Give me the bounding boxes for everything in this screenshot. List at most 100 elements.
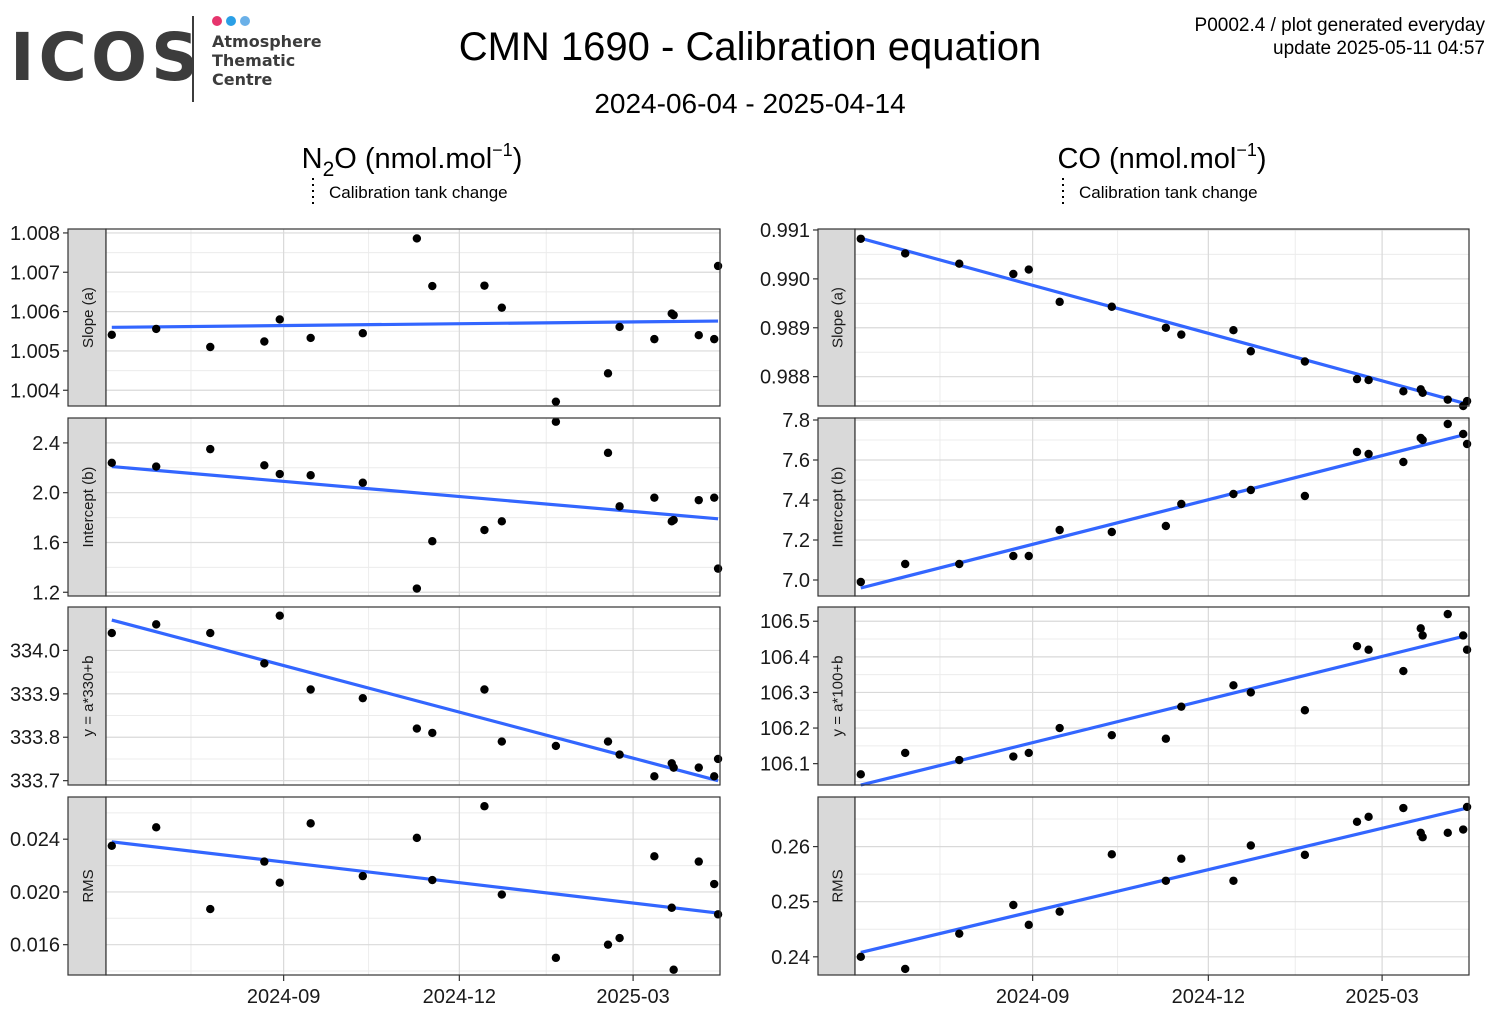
logo-dot — [212, 16, 222, 26]
data-point — [669, 310, 678, 320]
data-point — [1462, 439, 1472, 449]
data-point — [669, 965, 678, 974]
panel-strip — [817, 796, 856, 976]
y-tick-label: 1.005 — [10, 341, 60, 363]
data-point — [412, 584, 422, 593]
data-point — [428, 537, 437, 546]
data-point — [1177, 499, 1186, 509]
data-point — [1443, 419, 1452, 429]
panel-background — [106, 797, 720, 975]
data-point — [358, 693, 367, 703]
x-tick-label: 2024-09 — [247, 986, 320, 1008]
data-point — [1418, 833, 1427, 842]
logo-wordmark: ICOS — [10, 19, 203, 96]
data-point — [1459, 429, 1468, 439]
data-point — [107, 458, 116, 468]
data-point — [1107, 730, 1116, 740]
data-point — [1246, 688, 1256, 697]
data-point — [856, 770, 865, 779]
data-point — [1443, 609, 1452, 619]
data-point — [603, 737, 613, 746]
data-point — [480, 802, 489, 811]
panel-strip-label: Intercept (b) — [80, 467, 97, 548]
data-point — [1462, 802, 1472, 812]
data-point — [1246, 485, 1256, 495]
y-tick-label: 333.8 — [10, 727, 60, 749]
data-point — [955, 259, 964, 268]
data-point — [412, 833, 422, 843]
panel-border — [105, 228, 721, 407]
data-point — [551, 417, 561, 426]
data-point — [1055, 723, 1064, 733]
y-tick-label: 2.4 — [32, 433, 60, 455]
data-point — [1443, 828, 1452, 838]
page-title: CMN 1690 - Calibration equation — [458, 25, 1042, 69]
data-point — [856, 577, 865, 587]
data-point — [1462, 645, 1472, 654]
data-point — [275, 315, 284, 324]
y-tick-label: 1.006 — [10, 302, 60, 324]
regression-line — [111, 840, 719, 915]
data-point — [480, 525, 489, 535]
panel-border — [105, 417, 721, 597]
data-point — [1107, 527, 1116, 537]
title-part: CO (nmol.mol — [1057, 143, 1236, 175]
y-tick-label: 7.6 — [782, 450, 810, 472]
panel-strip-label: Slope (a) — [80, 287, 97, 348]
data-point — [497, 890, 507, 899]
data-point — [1229, 876, 1238, 885]
data-point — [1009, 551, 1018, 561]
data-point — [551, 953, 561, 963]
data-point — [650, 852, 659, 861]
data-point — [615, 502, 624, 511]
data-point — [710, 493, 719, 502]
data-point — [260, 857, 269, 866]
logo-divider — [192, 16, 194, 102]
x-tick-label: 2025-03 — [596, 986, 669, 1008]
data-point — [1352, 641, 1362, 651]
data-point — [1418, 435, 1427, 445]
data-point — [650, 772, 659, 781]
data-point — [306, 333, 315, 343]
y-tick-label: 333.9 — [10, 684, 60, 706]
data-point — [1352, 447, 1362, 457]
data-point — [1024, 748, 1033, 758]
data-point — [152, 462, 161, 471]
data-point — [1055, 907, 1064, 916]
data-point — [1229, 326, 1238, 335]
data-point — [603, 940, 613, 949]
y-tick-label: 0.989 — [760, 318, 810, 340]
data-point — [1443, 395, 1452, 404]
legend-label: Calibration tank change — [1079, 183, 1258, 202]
column-title: CO (nmol.mol−1) — [1057, 140, 1266, 175]
data-point — [1161, 521, 1171, 531]
y-tick-label: 0.024 — [10, 829, 60, 851]
data-point — [358, 329, 367, 338]
panel-border — [105, 796, 721, 976]
title-part: ) — [1257, 143, 1267, 175]
y-tick-label: 0.25 — [771, 892, 810, 914]
logo-dot — [226, 16, 236, 26]
data-point — [1300, 850, 1310, 860]
data-point — [856, 952, 865, 962]
data-point — [1107, 302, 1116, 311]
data-point — [713, 754, 723, 764]
legend-label: Calibration tank change — [329, 183, 508, 202]
panel-border — [854, 228, 1470, 407]
panel-strip-label: Slope (a) — [830, 287, 847, 348]
x-tick-label: 2024-12 — [423, 986, 496, 1008]
y-tick-label: 0.24 — [771, 947, 810, 969]
data-point — [710, 772, 719, 781]
column-title: N2O (nmol.mol−1) — [302, 140, 523, 181]
data-point — [856, 234, 865, 243]
update-timestamp: update 2025-05-11 04:57 — [1273, 38, 1485, 59]
data-point — [306, 819, 315, 828]
data-point — [1246, 347, 1256, 356]
y-tick-label: 7.2 — [782, 530, 810, 552]
panel-strip — [67, 796, 107, 976]
data-point — [694, 763, 703, 772]
data-point — [1055, 525, 1064, 535]
data-point — [615, 322, 624, 332]
data-point — [497, 737, 507, 746]
data-point — [1399, 803, 1408, 813]
